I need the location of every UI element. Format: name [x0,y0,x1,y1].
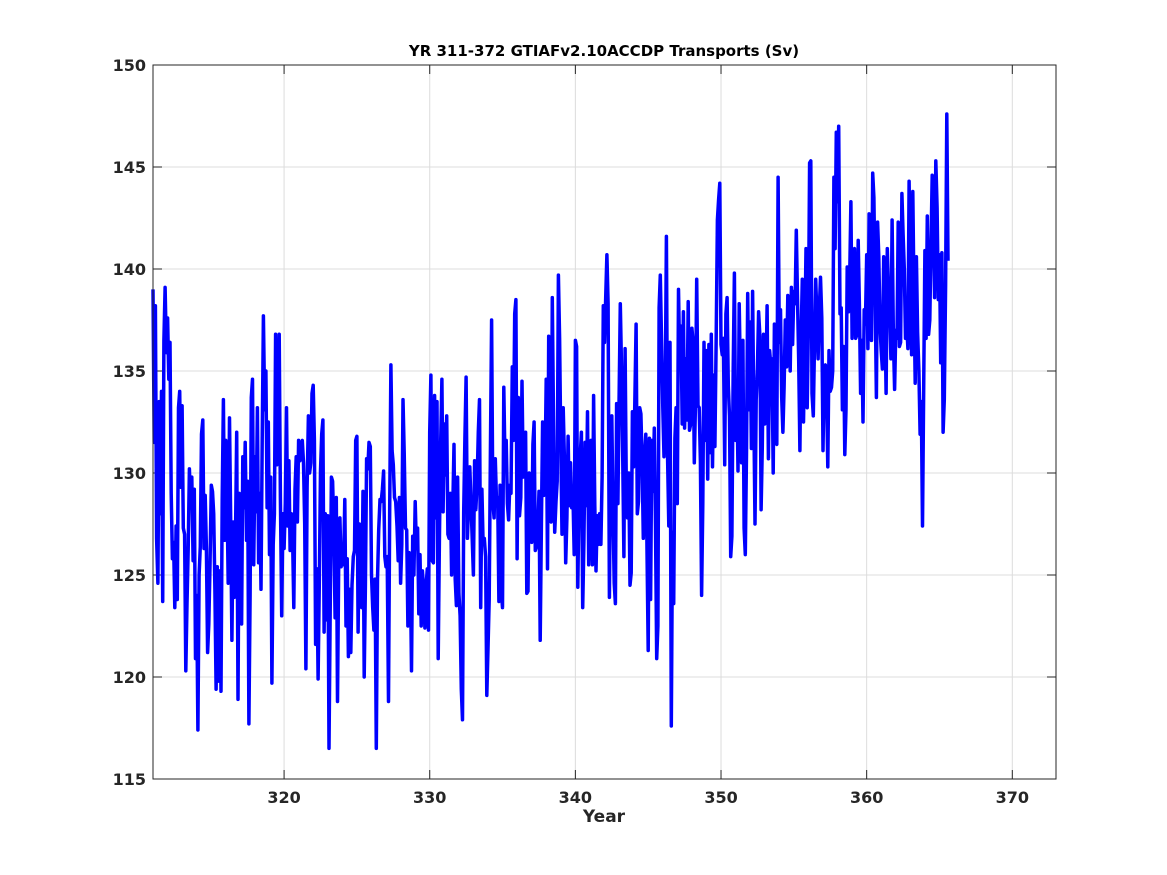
series-line [151,112,950,751]
series-layer [151,112,950,751]
x-tick-labels: 320 330 340 350 360 370 [267,788,1029,807]
y-tick-label: 140 [113,260,146,279]
y-tick-label: 145 [113,158,146,177]
y-tick-label: 150 [113,56,146,75]
y-tick-label: 135 [113,362,146,381]
y-tick-label: 115 [113,770,146,789]
chart-title: YR 311-372 GTIAFv2.10ACCDP Transports (S… [408,42,799,60]
x-tick-label: 370 [996,788,1029,807]
x-tick-label: 330 [413,788,446,807]
y-tick-label: 120 [113,668,146,687]
plot-frame [152,64,1057,780]
x-axis-label: Year [582,807,626,827]
x-tick-label: 320 [267,788,300,807]
x-tick-label: 350 [704,788,737,807]
y-tick-labels: 115 120 125 130 135 140 145 150 [113,56,146,789]
x-tick-label: 360 [850,788,883,807]
plot-area [153,65,1056,779]
x-tick-label: 340 [559,788,592,807]
y-tick-label: 130 [113,464,146,483]
y-tick-label: 125 [113,566,146,585]
